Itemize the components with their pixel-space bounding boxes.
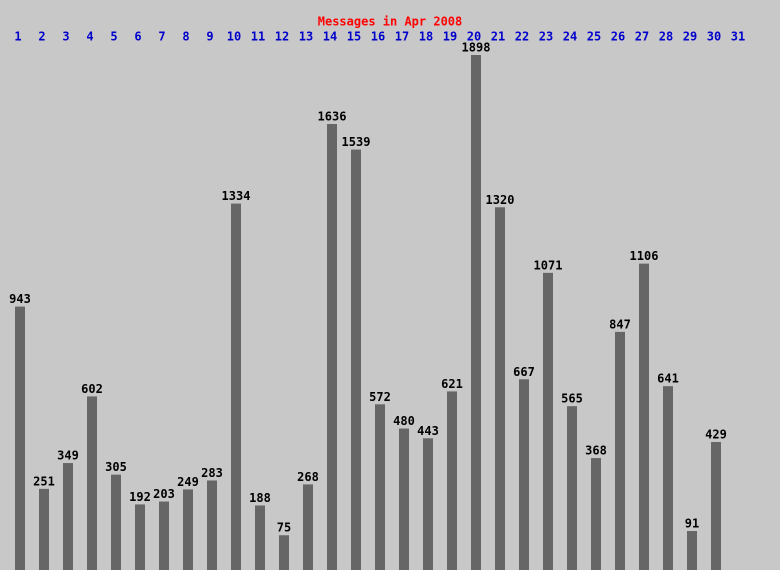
value-label: 268: [297, 470, 319, 484]
bar: [615, 331, 625, 570]
bar: [591, 458, 601, 570]
x-tick-label: 3: [62, 30, 69, 44]
value-label: 188: [249, 491, 271, 505]
bar: [519, 379, 529, 570]
x-tick-label: 31: [731, 30, 745, 44]
x-tick-label: 20: [467, 30, 481, 44]
bar: [423, 438, 433, 570]
x-tick-label: 10: [227, 30, 241, 44]
value-label: 572: [369, 390, 391, 404]
value-label: 1071: [534, 258, 563, 272]
bar: [255, 505, 265, 570]
value-label: 667: [513, 365, 535, 379]
value-label: 305: [105, 460, 127, 474]
value-label: 443: [417, 424, 439, 438]
x-tick-label: 6: [134, 30, 141, 44]
x-tick-label: 12: [275, 30, 289, 44]
x-tick-label: 9: [206, 30, 213, 44]
bar: [543, 272, 553, 570]
value-label: 368: [585, 444, 607, 458]
value-label: 565: [561, 392, 583, 406]
value-label: 251: [33, 474, 55, 488]
value-label: 943: [9, 292, 31, 306]
bar: [687, 531, 697, 570]
bar: [63, 463, 73, 570]
x-tick-label: 24: [563, 30, 577, 44]
bar: [183, 489, 193, 570]
value-label: 75: [277, 521, 291, 535]
value-label: 1636: [318, 110, 347, 124]
value-label: 621: [441, 377, 463, 391]
x-tick-label: 28: [659, 30, 673, 44]
value-label: 847: [609, 317, 631, 331]
value-label: 349: [57, 449, 79, 463]
x-tick-label: 11: [251, 30, 265, 44]
value-label: 602: [81, 382, 103, 396]
x-tick-label: 25: [587, 30, 601, 44]
value-label: 1320: [486, 193, 515, 207]
value-label: 641: [657, 372, 679, 386]
value-label: 1539: [342, 135, 371, 149]
x-tick-label: 21: [491, 30, 505, 44]
bar: [495, 207, 505, 570]
bar: [327, 124, 337, 570]
x-tick-label: 15: [347, 30, 361, 44]
value-label: 480: [393, 414, 415, 428]
bar: [663, 386, 673, 570]
x-tick-label: 8: [182, 30, 189, 44]
x-tick-label: 18: [419, 30, 433, 44]
bar: [399, 428, 409, 570]
x-tick-label: 23: [539, 30, 553, 44]
bar: [303, 484, 313, 570]
bar: [711, 441, 721, 570]
x-tick-label: 30: [707, 30, 721, 44]
value-label: 249: [177, 475, 199, 489]
x-tick-label: 16: [371, 30, 385, 44]
x-tick-label: 7: [158, 30, 165, 44]
x-tick-label: 2: [38, 30, 45, 44]
bar: [207, 480, 217, 570]
bar: [567, 406, 577, 570]
x-tick-label: 27: [635, 30, 649, 44]
x-tick-label: 1: [14, 30, 21, 44]
value-label: 283: [201, 466, 223, 480]
bar: [15, 306, 25, 570]
x-tick-label: 29: [683, 30, 697, 44]
bar: [87, 396, 97, 570]
bar: [279, 535, 289, 570]
x-tick-label: 17: [395, 30, 409, 44]
bar: [375, 404, 385, 570]
value-label: 192: [129, 490, 151, 504]
value-label: 429: [705, 427, 727, 441]
bar: [231, 203, 241, 570]
bar: [351, 149, 361, 570]
x-tick-label: 5: [110, 30, 117, 44]
value-label: 203: [153, 487, 175, 501]
bar: [111, 474, 121, 570]
chart-title: Messages in Apr 2008: [318, 15, 463, 29]
value-label: 1334: [222, 189, 251, 203]
x-tick-label: 22: [515, 30, 529, 44]
bar: [639, 263, 649, 570]
bar: [135, 504, 145, 570]
bar: [159, 501, 169, 570]
x-tick-label: 13: [299, 30, 313, 44]
x-tick-label: 14: [323, 30, 337, 44]
x-tick-label: 4: [86, 30, 93, 44]
bar: [471, 55, 481, 570]
x-tick-label: 26: [611, 30, 625, 44]
bar: [39, 488, 49, 570]
x-tick-label: 19: [443, 30, 457, 44]
value-label: 1898: [462, 41, 491, 55]
bar: [447, 391, 457, 570]
value-label: 91: [685, 517, 699, 531]
value-label: 1106: [630, 249, 659, 263]
